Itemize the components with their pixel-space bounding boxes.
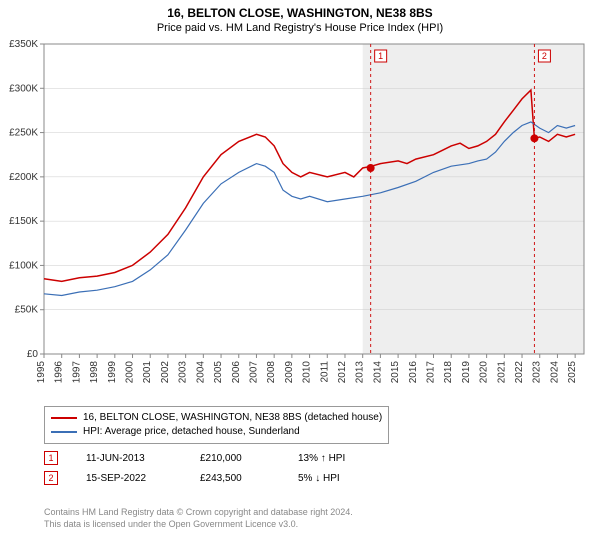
svg-text:2010: 2010 [302,361,313,384]
svg-text:£150K: £150K [9,216,38,227]
svg-text:2011: 2011 [319,361,330,383]
datapoint-price: £210,000 [200,453,270,464]
svg-text:2024: 2024 [549,361,560,384]
svg-text:1997: 1997 [71,361,82,384]
legend: 16, BELTON CLOSE, WASHINGTON, NE38 8BS (… [44,406,389,444]
datapoint-price: £243,500 [200,473,270,484]
svg-text:2005: 2005 [213,361,224,384]
legend-label: HPI: Average price, detached house, Sund… [83,425,300,439]
datapoint-marker-box: 2 [44,471,58,485]
footer-line-1: Contains HM Land Registry data © Crown c… [44,506,353,518]
svg-text:£200K: £200K [9,172,38,183]
svg-text:2019: 2019 [461,361,472,384]
svg-text:1998: 1998 [89,361,100,384]
legend-item: HPI: Average price, detached house, Sund… [51,425,382,439]
datapoint-row: 2 15-SEP-2022 £243,500 5% ↓ HPI [44,468,345,488]
svg-text:£0: £0 [27,349,39,360]
footer-line-2: This data is licensed under the Open Gov… [44,518,353,530]
footer-attribution: Contains HM Land Registry data © Crown c… [44,506,353,530]
legend-swatch [51,431,77,433]
svg-text:£300K: £300K [9,83,38,94]
legend-item: 16, BELTON CLOSE, WASHINGTON, NE38 8BS (… [51,411,382,425]
line-chart: £0 £50K £100K £150K £200K £250K £300K £350K 1995… [0,0,600,404]
datapoint-delta: 5% ↓ HPI [298,473,340,484]
svg-text:2: 2 [542,51,547,61]
svg-text:2015: 2015 [390,361,401,384]
datapoint-table: 1 11-JUN-2013 £210,000 13% ↑ HPI 2 15-SEP-202… [44,448,345,488]
legend-swatch [51,417,77,419]
svg-text:2023: 2023 [532,361,543,384]
svg-text:2002: 2002 [160,361,171,384]
svg-text:2001: 2001 [142,361,153,384]
datapoint-date: 15-SEP-2022 [86,473,172,484]
svg-text:2014: 2014 [372,361,383,384]
svg-text:2021: 2021 [496,361,507,384]
svg-text:2003: 2003 [178,361,189,384]
svg-text:£100K: £100K [9,260,38,271]
svg-text:2025: 2025 [567,361,578,384]
svg-text:2000: 2000 [125,361,136,384]
datapoint-marker-box: 1 [44,451,58,465]
svg-text:1: 1 [378,51,383,61]
legend-label: 16, BELTON CLOSE, WASHINGTON, NE38 8BS (… [83,411,382,425]
datapoint-date: 11-JUN-2013 [86,453,172,464]
svg-text:1995: 1995 [36,361,47,384]
svg-text:1999: 1999 [107,361,118,384]
svg-text:2007: 2007 [248,361,259,384]
datapoint-row: 1 11-JUN-2013 £210,000 13% ↑ HPI [44,448,345,468]
svg-text:£50K: £50K [15,305,39,316]
svg-text:2020: 2020 [479,361,490,384]
svg-text:£250K: £250K [9,128,38,139]
svg-text:1996: 1996 [54,361,65,384]
svg-text:2012: 2012 [337,361,348,384]
svg-text:2008: 2008 [266,361,277,384]
datapoint-delta: 13% ↑ HPI [298,453,345,464]
svg-text:2006: 2006 [231,361,242,384]
svg-text:2004: 2004 [195,361,206,384]
svg-text:2022: 2022 [514,361,525,384]
svg-text:2017: 2017 [426,361,437,384]
svg-text:2018: 2018 [443,361,454,384]
svg-text:2013: 2013 [355,361,366,384]
svg-text:2009: 2009 [284,361,295,384]
svg-text:£350K: £350K [9,39,38,50]
svg-text:2016: 2016 [408,361,419,384]
